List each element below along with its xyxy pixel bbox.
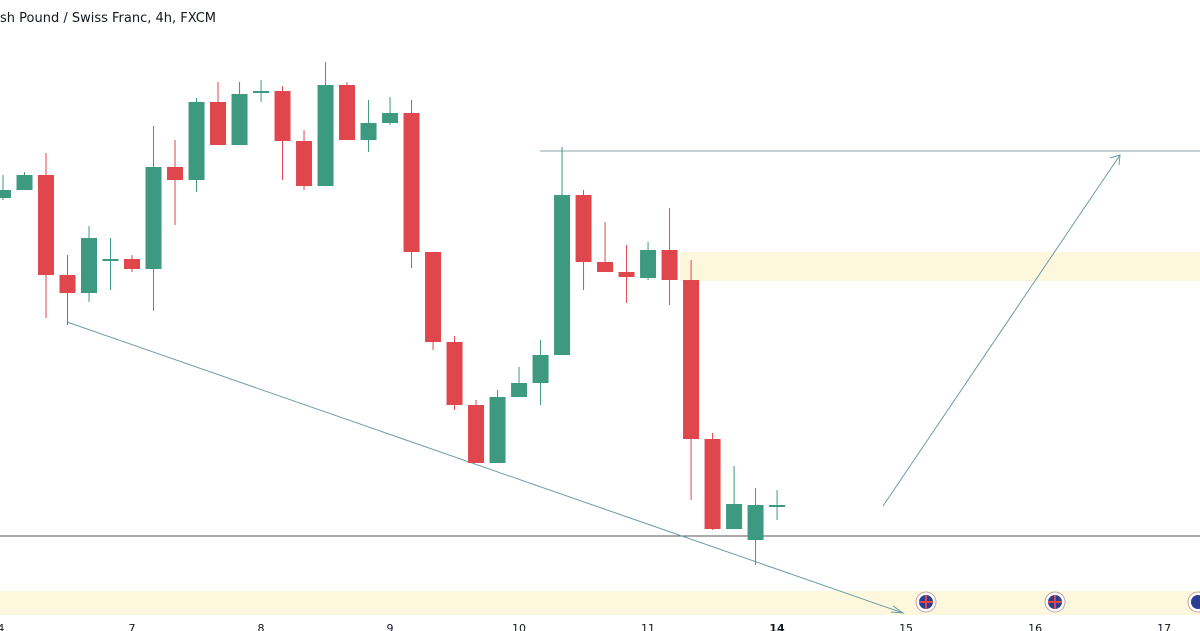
chart-title: sh Pound / Swiss Franc, 4h, FXCM — [0, 11, 216, 26]
candle-body — [145, 167, 162, 269]
x-tick-label: 7 — [129, 622, 136, 631]
candle-body — [231, 94, 248, 145]
candle-body — [16, 175, 33, 190]
candle-body — [661, 250, 678, 280]
candle-body — [640, 250, 657, 278]
candle-body — [188, 102, 205, 180]
x-tick-label: 14 — [769, 622, 785, 631]
trend-line — [66, 321, 904, 614]
candle-body — [403, 113, 420, 252]
candle-body — [532, 355, 549, 383]
candle-body — [726, 504, 743, 529]
candle-body — [253, 91, 270, 93]
candle-body — [575, 195, 592, 262]
candle-body — [683, 280, 700, 439]
arrow-head — [1109, 154, 1121, 166]
candle-body — [296, 141, 313, 186]
candle-body — [489, 397, 506, 463]
flag-icon — [1191, 595, 1200, 609]
candle-body — [81, 238, 98, 293]
x-tick-label: 8 — [258, 622, 265, 631]
x-tick-label: 17 — [1157, 622, 1171, 631]
zone — [680, 252, 1200, 281]
x-tick-label: 4 — [0, 622, 4, 631]
candle-body — [618, 272, 635, 277]
arrow-line — [882, 154, 1121, 507]
candle-body — [102, 259, 119, 261]
arrow-head — [890, 605, 905, 614]
candle-body — [59, 275, 76, 293]
candle-body — [554, 195, 571, 355]
candle-body — [339, 85, 356, 140]
candle-body — [274, 91, 291, 141]
candle-body — [597, 262, 614, 272]
x-tick-label: 11 — [641, 622, 655, 631]
flag-icon — [919, 595, 933, 609]
candle-body — [511, 383, 528, 397]
x-tick-label: 9 — [387, 622, 394, 631]
candle-body — [468, 405, 485, 463]
candle-body — [317, 85, 334, 186]
x-tick-label: 16 — [1028, 622, 1042, 631]
event-flags — [915, 591, 1200, 613]
candle-body — [167, 167, 184, 180]
candle-body — [769, 505, 786, 507]
candle-body — [360, 123, 377, 140]
candle-body — [704, 439, 721, 529]
candle-body — [382, 113, 399, 123]
candle-body — [38, 175, 55, 275]
zone — [0, 591, 1200, 615]
x-tick-label: 10 — [512, 622, 526, 631]
candle-body — [446, 342, 463, 405]
candle-body — [124, 259, 141, 269]
candle-body — [0, 190, 12, 198]
candle-body — [425, 252, 442, 342]
x-tick-label: 15 — [899, 622, 913, 631]
candle-body — [747, 505, 764, 540]
flag-icon — [1048, 595, 1062, 609]
candle-body — [210, 102, 227, 145]
